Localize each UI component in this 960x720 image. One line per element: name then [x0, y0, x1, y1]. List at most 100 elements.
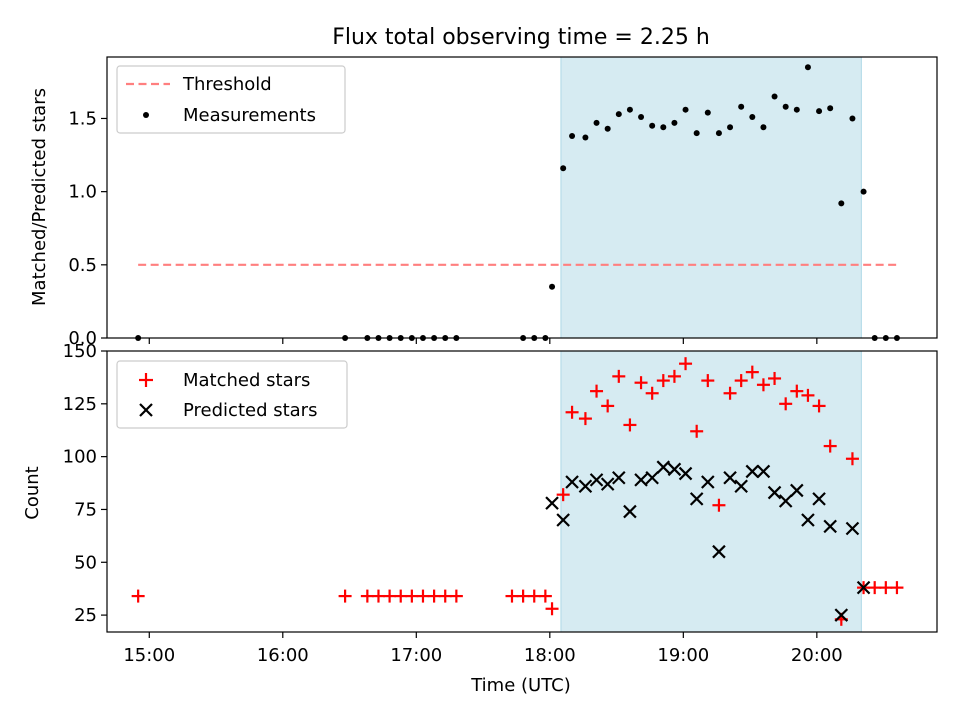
measurement-point — [549, 283, 556, 290]
top-ylabel: Matched/Predicted stars — [29, 88, 50, 306]
matched-star-point — [590, 384, 604, 398]
bottom-legend: Matched stars Predicted stars — [116, 360, 348, 429]
predicted-star-point — [565, 475, 579, 489]
predicted-star-point — [701, 475, 715, 489]
matched-star-point — [690, 424, 704, 438]
measurement-point — [693, 130, 700, 137]
x-tick-label: 15:00 — [123, 645, 175, 666]
predicted-star-point — [612, 470, 626, 485]
measurement-point — [804, 64, 811, 71]
matched-star-point — [712, 498, 726, 512]
measurement-point — [827, 105, 834, 112]
y-tick-label: 0.5 — [68, 255, 97, 276]
predicted-star-point — [767, 485, 782, 500]
matched-star-point — [812, 399, 826, 413]
matched-star-point — [427, 589, 441, 603]
bottom-markers — [131, 357, 904, 626]
y-tick-label: 125 — [63, 394, 97, 415]
matched-star-point — [438, 589, 452, 603]
predicted-star-point — [834, 608, 849, 622]
matched-star-point — [701, 374, 715, 388]
predicted-star-point — [845, 521, 860, 536]
measurement-point — [738, 103, 745, 110]
y-tick-label: 150 — [63, 341, 97, 362]
y-tick-label: 75 — [74, 499, 97, 520]
predicted-star-point — [589, 473, 604, 487]
matched-star-point — [338, 589, 352, 603]
predicted-star-point — [778, 494, 793, 508]
matched-star-point — [527, 589, 541, 603]
top-panel: 0.0 0.5 1.0 1.5 Matched/Predicted stars Thr… — [29, 56, 938, 349]
matched-star-point — [679, 357, 693, 371]
predicted-star-point — [645, 470, 659, 485]
predicted-star-point — [556, 513, 570, 527]
legend-predicted-label: Predicted stars — [183, 400, 317, 421]
top-legend: Threshold Measurements — [116, 65, 346, 134]
x-tick-label: 17:00 — [390, 645, 442, 666]
measurement-point — [569, 133, 576, 140]
legend-matched-swatch — [139, 373, 153, 387]
matched-star-point — [645, 386, 659, 400]
x-tick-label: 18:00 — [524, 645, 576, 666]
predicted-star-point — [545, 496, 559, 510]
y-tick-label: 0.0 — [68, 328, 97, 349]
measurement-point — [626, 106, 633, 113]
predicted-star-point — [856, 580, 871, 595]
x-tick-label: 20:00 — [791, 645, 843, 666]
bottom-shaded-span — [560, 350, 862, 633]
predicted-star-point — [823, 519, 837, 534]
matched-star-point — [578, 412, 592, 426]
bottom-panel: 25 50 75 100 125 150 15:00 16:00 17:00 18:00 19:0… — [22, 341, 938, 696]
bottom-xlabel: Time (UTC) — [470, 675, 571, 696]
matched-star-point — [516, 589, 530, 603]
measurement-point — [615, 111, 622, 118]
matched-star-point — [656, 374, 670, 388]
measurement-point — [838, 200, 845, 207]
measurement-point — [849, 115, 856, 122]
matched-star-point — [723, 386, 737, 400]
predicted-star-point — [801, 513, 815, 527]
matched-star-point — [505, 589, 519, 603]
measurement-point — [649, 122, 656, 129]
matched-star-point — [394, 589, 408, 603]
matched-star-point — [868, 581, 882, 595]
legend-measurements-swatch — [143, 112, 149, 118]
y-tick-label: 1.5 — [68, 108, 97, 129]
matched-star-point — [371, 589, 385, 603]
matched-star-point — [449, 589, 463, 603]
top-shaded-span — [560, 56, 862, 339]
predicted-star-point — [723, 470, 737, 485]
bottom-ylabel: Count — [22, 466, 43, 519]
chart-title: Flux total observing time = 2.25 h — [332, 25, 710, 50]
matched-star-point — [823, 439, 837, 453]
predicted-star-point — [656, 460, 671, 474]
measurement-point — [860, 188, 867, 195]
measurement-point — [560, 165, 567, 172]
bottom-yticks: 25 50 75 100 125 150 — [63, 341, 107, 626]
measurement-point — [704, 109, 711, 116]
matched-star-point — [556, 488, 570, 502]
measurement-point — [715, 130, 722, 137]
matched-star-point — [545, 602, 559, 616]
matched-star-point — [634, 376, 648, 390]
matched-star-point — [601, 399, 615, 413]
measurement-point — [660, 124, 667, 131]
matched-star-point — [416, 589, 430, 603]
top-axes-frame — [106, 56, 938, 339]
measurement-point — [782, 103, 789, 110]
y-tick-label: 50 — [74, 552, 97, 573]
measurement-point — [593, 119, 600, 126]
measurement-point — [582, 134, 589, 141]
predicted-star-point — [689, 492, 704, 506]
y-tick-label: 1.0 — [68, 182, 97, 203]
matched-star-point — [845, 452, 859, 466]
predicted-star-point — [623, 504, 637, 519]
matched-star-point — [745, 365, 759, 379]
matched-star-point — [405, 589, 419, 603]
measurement-point — [638, 114, 645, 121]
legend-measurements-label: Measurements — [183, 105, 316, 126]
matched-star-point — [565, 405, 579, 419]
predicted-star-point — [634, 473, 648, 487]
matched-star-point — [623, 418, 637, 432]
